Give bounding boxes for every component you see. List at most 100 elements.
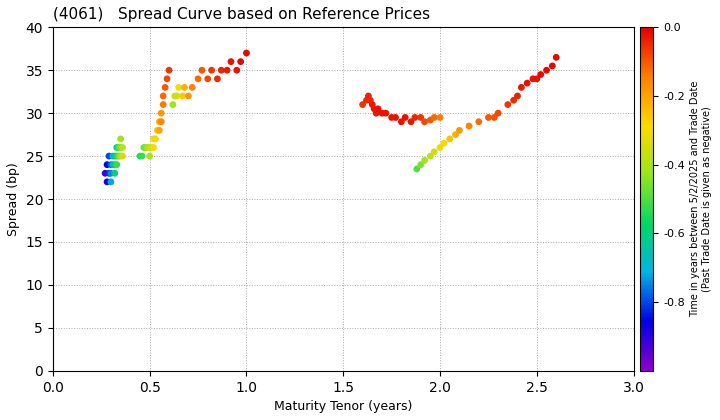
Point — [156, 118, 167, 125]
Point — [366, 101, 378, 108]
Point — [148, 136, 159, 142]
Point — [551, 54, 562, 61]
Point — [111, 161, 122, 168]
Point — [156, 110, 167, 116]
Point — [434, 114, 446, 121]
Point — [541, 67, 552, 74]
Point — [482, 114, 494, 121]
Point — [159, 84, 171, 91]
Point — [163, 67, 175, 74]
Point — [527, 76, 539, 82]
Point — [390, 114, 401, 121]
Point — [144, 153, 156, 160]
Point — [115, 144, 127, 151]
Point — [502, 101, 513, 108]
Point — [444, 136, 456, 142]
Point — [370, 110, 382, 116]
Point — [473, 118, 485, 125]
Point — [183, 93, 194, 100]
Y-axis label: Time in years between 5/2/2025 and Trade Date
(Past Trade Date is given as negat: Time in years between 5/2/2025 and Trade… — [690, 81, 712, 317]
Point — [425, 153, 436, 160]
Point — [107, 153, 119, 160]
Text: (4061)   Spread Curve based on Reference Prices: (4061) Spread Curve based on Reference P… — [53, 7, 430, 22]
Point — [377, 110, 388, 116]
Point — [111, 153, 122, 160]
X-axis label: Maturity Tenor (years): Maturity Tenor (years) — [274, 400, 413, 413]
Point — [102, 161, 113, 168]
Point — [240, 50, 252, 56]
Point — [395, 118, 407, 125]
Point — [173, 84, 184, 91]
Point — [488, 114, 500, 121]
Point — [134, 153, 145, 160]
Point — [105, 161, 117, 168]
Point — [428, 114, 440, 121]
Point — [148, 144, 159, 151]
Point — [153, 118, 165, 125]
Point — [206, 67, 217, 74]
Point — [169, 93, 181, 100]
Y-axis label: Spread (bp): Spread (bp) — [7, 162, 20, 236]
Point — [105, 178, 117, 185]
Point — [158, 101, 169, 108]
Point — [415, 161, 426, 168]
Point — [415, 114, 426, 121]
Point — [152, 127, 163, 134]
Point — [109, 153, 120, 160]
Point — [372, 105, 384, 112]
Point — [117, 153, 128, 160]
Point — [103, 170, 114, 177]
Point — [464, 123, 475, 129]
Point — [171, 93, 182, 100]
Point — [428, 148, 440, 155]
Point — [364, 97, 376, 104]
Point — [516, 84, 527, 91]
Point — [531, 76, 543, 82]
Point — [419, 157, 431, 164]
Point — [361, 97, 372, 104]
Point — [400, 114, 411, 121]
Point — [492, 110, 504, 116]
Point — [144, 144, 156, 151]
Point — [186, 84, 198, 91]
Point — [109, 170, 120, 177]
Point — [109, 161, 120, 168]
Point — [386, 114, 397, 121]
Point — [512, 93, 523, 100]
Point — [535, 71, 546, 78]
Point — [158, 93, 169, 100]
Point — [454, 127, 465, 134]
Point — [508, 97, 519, 104]
Point — [113, 144, 125, 151]
Point — [150, 136, 161, 142]
Point — [202, 76, 214, 82]
Point — [161, 76, 173, 82]
Point — [102, 178, 113, 185]
Point — [105, 170, 117, 177]
Point — [142, 144, 153, 151]
Point — [146, 144, 158, 151]
Point — [235, 58, 246, 65]
Point — [115, 136, 127, 142]
Point — [215, 67, 227, 74]
Point — [117, 144, 128, 151]
Point — [212, 76, 223, 82]
Point — [103, 153, 114, 160]
Point — [425, 117, 436, 123]
Point — [357, 101, 369, 108]
Point — [521, 80, 533, 87]
Point — [380, 110, 392, 116]
Point — [192, 76, 204, 82]
Point — [409, 114, 420, 121]
Point — [107, 161, 119, 168]
Point — [196, 67, 207, 74]
Point — [369, 105, 380, 112]
Point — [450, 131, 462, 138]
Point — [140, 144, 151, 151]
Point — [419, 118, 431, 125]
Point — [177, 93, 189, 100]
Point — [115, 153, 127, 160]
Point — [153, 127, 165, 134]
Point — [138, 144, 150, 151]
Point — [438, 140, 450, 147]
